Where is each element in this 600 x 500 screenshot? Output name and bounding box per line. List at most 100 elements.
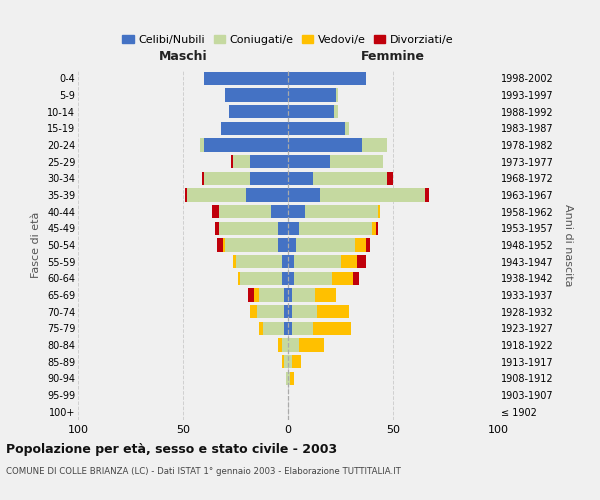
Bar — [345, 122, 349, 135]
Bar — [284, 288, 288, 302]
Bar — [290, 372, 295, 385]
Bar — [288, 272, 295, 285]
Bar — [288, 172, 313, 185]
Bar — [320, 188, 425, 202]
Bar — [277, 338, 282, 351]
Bar — [288, 122, 345, 135]
Bar — [288, 222, 299, 235]
Bar — [305, 205, 379, 218]
Bar — [257, 305, 284, 318]
Bar — [387, 172, 393, 185]
Bar — [233, 255, 235, 268]
Bar — [248, 288, 254, 302]
Bar — [250, 172, 288, 185]
Bar — [292, 322, 313, 335]
Bar — [254, 288, 259, 302]
Bar — [288, 255, 295, 268]
Bar — [330, 155, 383, 168]
Bar — [202, 172, 204, 185]
Bar — [288, 355, 292, 368]
Legend: Celibi/Nubili, Coniugati/e, Vedovi/e, Divorziati/e: Celibi/Nubili, Coniugati/e, Vedovi/e, Di… — [118, 30, 458, 49]
Bar — [259, 322, 263, 335]
Bar — [217, 238, 223, 252]
Bar — [299, 222, 372, 235]
Bar — [277, 222, 288, 235]
Bar — [282, 338, 288, 351]
Bar — [358, 255, 366, 268]
Bar — [215, 222, 218, 235]
Y-axis label: Anni di nascita: Anni di nascita — [563, 204, 573, 286]
Bar — [250, 305, 257, 318]
Bar — [299, 338, 324, 351]
Bar — [282, 255, 288, 268]
Bar — [288, 88, 337, 102]
Bar — [379, 205, 380, 218]
Bar — [288, 338, 299, 351]
Bar — [288, 205, 305, 218]
Bar — [317, 305, 349, 318]
Bar — [292, 355, 301, 368]
Bar — [187, 188, 246, 202]
Bar — [353, 272, 359, 285]
Bar — [204, 72, 288, 85]
Bar — [259, 288, 284, 302]
Bar — [233, 155, 250, 168]
Bar — [288, 138, 361, 151]
Bar — [284, 322, 288, 335]
Text: COMUNE DI COLLE BRIANZA (LC) - Dati ISTAT 1° gennaio 2003 - Elaborazione TUTTITA: COMUNE DI COLLE BRIANZA (LC) - Dati ISTA… — [6, 468, 401, 476]
Bar — [366, 238, 370, 252]
Bar — [185, 188, 187, 202]
Bar — [288, 288, 292, 302]
Bar — [218, 205, 271, 218]
Bar — [229, 105, 288, 118]
Bar — [292, 288, 316, 302]
Bar — [332, 272, 353, 285]
Bar — [277, 238, 288, 252]
Bar — [376, 222, 379, 235]
Bar — [313, 322, 351, 335]
Y-axis label: Fasce di età: Fasce di età — [31, 212, 41, 278]
Bar — [334, 105, 338, 118]
Bar — [288, 105, 334, 118]
Bar — [316, 288, 337, 302]
Bar — [225, 238, 277, 252]
Bar — [288, 238, 296, 252]
Bar — [295, 255, 341, 268]
Bar — [296, 238, 355, 252]
Bar — [250, 155, 288, 168]
Bar — [425, 188, 428, 202]
Text: Femmine: Femmine — [361, 50, 425, 63]
Bar — [292, 305, 317, 318]
Bar — [286, 372, 288, 385]
Bar — [361, 138, 387, 151]
Bar — [372, 222, 376, 235]
Bar — [288, 372, 290, 385]
Bar — [313, 172, 387, 185]
Text: Popolazione per età, sesso e stato civile - 2003: Popolazione per età, sesso e stato civil… — [6, 442, 337, 456]
Bar — [204, 138, 288, 151]
Bar — [341, 255, 358, 268]
Bar — [232, 155, 233, 168]
Bar — [240, 272, 282, 285]
Bar — [284, 355, 288, 368]
Bar — [238, 272, 240, 285]
Bar — [288, 188, 320, 202]
Bar — [284, 305, 288, 318]
Bar — [223, 238, 225, 252]
Bar — [288, 305, 292, 318]
Bar — [282, 355, 284, 368]
Bar — [246, 188, 288, 202]
Bar — [337, 88, 338, 102]
Bar — [200, 138, 204, 151]
Bar — [355, 238, 366, 252]
Bar — [288, 322, 292, 335]
Bar — [218, 222, 277, 235]
Bar — [288, 72, 366, 85]
Bar — [235, 255, 282, 268]
Bar — [225, 88, 288, 102]
Bar — [271, 205, 288, 218]
Bar — [263, 322, 284, 335]
Bar — [221, 122, 288, 135]
Bar — [288, 155, 330, 168]
Text: Maschi: Maschi — [158, 50, 208, 63]
